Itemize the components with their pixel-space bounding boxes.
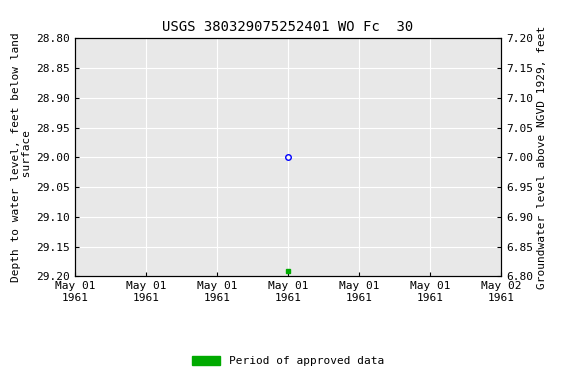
Legend: Period of approved data: Period of approved data (188, 352, 388, 371)
Y-axis label: Depth to water level, feet below land
 surface: Depth to water level, feet below land su… (10, 33, 32, 282)
Y-axis label: Groundwater level above NGVD 1929, feet: Groundwater level above NGVD 1929, feet (537, 26, 547, 289)
Title: USGS 380329075252401 WO Fc  30: USGS 380329075252401 WO Fc 30 (162, 20, 414, 35)
